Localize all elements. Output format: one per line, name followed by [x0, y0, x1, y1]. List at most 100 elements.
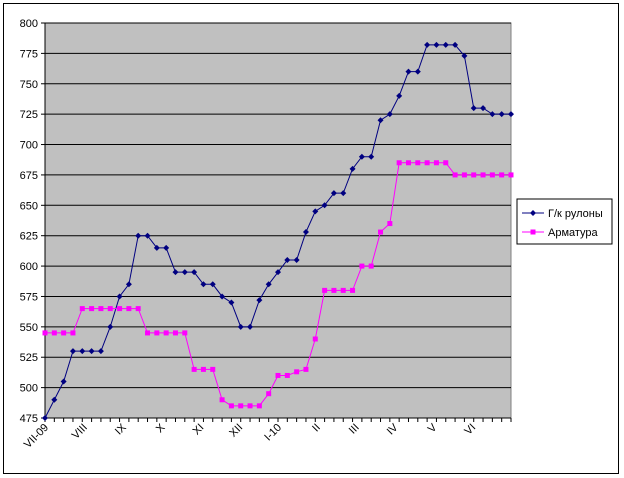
data-point	[116, 293, 123, 300]
data-point	[508, 172, 514, 178]
data-point	[42, 415, 48, 421]
x-tick-label: III	[347, 422, 362, 437]
data-point	[219, 397, 225, 403]
data-point	[98, 306, 104, 312]
data-point	[265, 281, 272, 288]
x-tick-label: II	[310, 422, 323, 435]
data-point	[340, 287, 346, 293]
y-tick-label: 650	[20, 200, 38, 212]
data-point	[200, 281, 207, 288]
legend: Г/к рулоны Арматура	[516, 198, 613, 245]
data-point	[117, 306, 123, 312]
data-point	[452, 41, 459, 48]
data-point	[89, 306, 95, 312]
y-tick-label: 750	[20, 79, 38, 91]
data-point	[508, 111, 514, 118]
data-point	[424, 41, 431, 48]
data-point	[498, 111, 505, 118]
data-point	[126, 306, 132, 312]
data-point	[228, 403, 234, 409]
x-tick-label: XI	[191, 422, 207, 438]
data-point	[480, 172, 486, 178]
data-point	[181, 269, 188, 276]
x-tick-label: V	[426, 421, 440, 435]
data-point	[163, 244, 170, 251]
data-point	[172, 269, 179, 276]
data-point	[358, 153, 365, 160]
data-point	[145, 330, 151, 336]
y-tick-label: 725	[20, 109, 38, 121]
data-point	[321, 202, 328, 209]
data-point	[405, 160, 411, 166]
data-point	[368, 153, 375, 160]
data-point	[294, 369, 300, 375]
data-point	[424, 160, 430, 166]
data-point	[60, 378, 67, 385]
data-point	[61, 330, 67, 336]
data-point	[368, 263, 374, 269]
data-point	[396, 92, 403, 99]
data-point	[303, 366, 309, 372]
data-point	[489, 172, 495, 178]
x-tick-label: IX	[113, 421, 129, 437]
data-point	[480, 105, 487, 112]
data-point	[200, 366, 206, 372]
data-point	[377, 117, 384, 124]
data-point	[415, 160, 421, 166]
series-2	[42, 160, 514, 409]
data-point	[209, 281, 216, 288]
data-point	[405, 68, 412, 75]
x-tick-label: VI	[462, 422, 478, 438]
data-point	[191, 366, 197, 372]
data-point	[471, 172, 477, 178]
data-point	[433, 160, 439, 166]
data-point	[293, 257, 300, 263]
legend-marker	[530, 210, 536, 216]
y-tick-label: 500	[20, 383, 38, 395]
series-layer	[42, 41, 514, 421]
data-point	[97, 348, 104, 355]
x-tick-label: VIII	[70, 422, 90, 442]
data-point	[433, 41, 440, 48]
legend-box	[516, 198, 613, 245]
data-point	[256, 403, 262, 409]
data-point	[79, 348, 86, 355]
data-point	[135, 306, 141, 312]
y-tick-label: 800	[20, 18, 38, 30]
data-point	[237, 323, 244, 330]
data-point	[107, 306, 113, 312]
data-point	[302, 229, 309, 236]
data-point	[266, 391, 272, 397]
data-point	[322, 287, 328, 293]
data-point	[191, 269, 198, 276]
data-point	[461, 172, 467, 178]
data-point	[470, 105, 477, 112]
data-point	[284, 257, 291, 263]
data-point	[42, 330, 48, 336]
data-point	[238, 403, 244, 409]
legend-label: Арматура	[548, 227, 599, 239]
data-point	[163, 330, 169, 336]
data-point	[79, 306, 85, 312]
data-point	[414, 68, 421, 75]
y-tick-label: 775	[20, 48, 38, 60]
data-point	[350, 287, 356, 293]
data-point	[312, 208, 319, 215]
data-point	[396, 160, 402, 166]
data-point	[247, 403, 253, 409]
data-point	[172, 330, 178, 336]
data-point	[144, 232, 151, 239]
y-tick-label: 675	[20, 170, 38, 182]
data-point	[51, 396, 58, 403]
data-point	[256, 297, 263, 304]
y-tick-label: 600	[20, 261, 38, 273]
series-1	[42, 41, 514, 421]
data-point	[125, 281, 132, 288]
data-point	[153, 244, 160, 251]
x-tick-label: XII	[227, 422, 245, 440]
data-point	[51, 330, 57, 336]
data-point	[70, 330, 76, 336]
data-point	[69, 348, 76, 355]
data-point	[489, 111, 496, 118]
